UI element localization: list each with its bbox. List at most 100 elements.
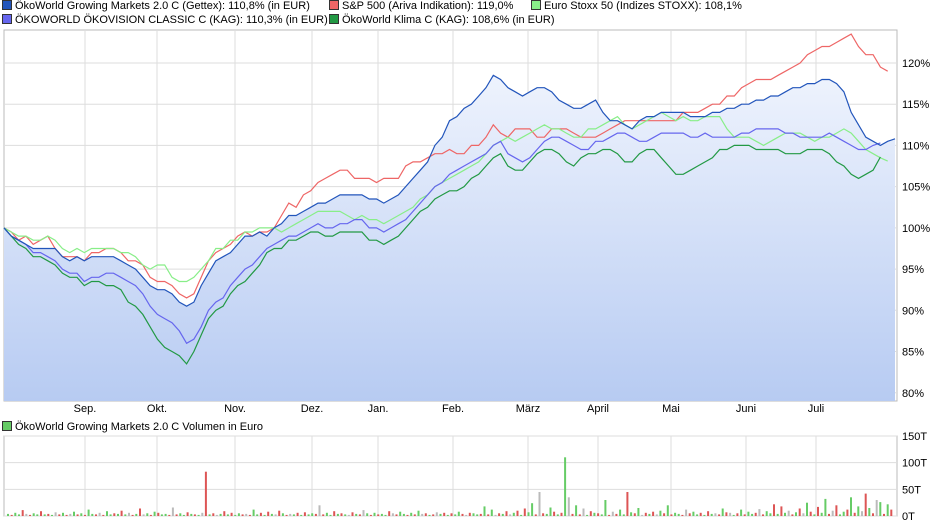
x-tick-label: Nov. bbox=[224, 403, 246, 415]
series-line bbox=[3, 74, 896, 307]
volume-bar bbox=[622, 514, 625, 516]
volume-bar bbox=[883, 513, 885, 516]
volume-bar bbox=[732, 514, 735, 516]
volume-bar bbox=[494, 514, 497, 516]
volume-bar bbox=[25, 513, 28, 516]
volume-bar bbox=[377, 514, 380, 516]
volume-bar bbox=[406, 514, 409, 516]
volume-bar bbox=[776, 513, 779, 516]
volume-bar bbox=[655, 514, 658, 516]
volume-bar bbox=[102, 514, 105, 516]
volume-bar bbox=[575, 505, 578, 516]
volume-bar bbox=[461, 513, 464, 516]
volume-bar bbox=[454, 514, 457, 516]
series-line bbox=[3, 144, 881, 365]
volume-bar bbox=[380, 513, 383, 516]
volume-bar bbox=[168, 514, 171, 516]
legend-swatch bbox=[2, 14, 12, 24]
volume-bar bbox=[450, 513, 453, 516]
volume-bar bbox=[80, 513, 83, 516]
volume-bar bbox=[714, 513, 717, 516]
volume-bar bbox=[472, 513, 475, 516]
volume-bar bbox=[828, 513, 830, 516]
volume-bar bbox=[608, 514, 611, 516]
volume-bar bbox=[666, 505, 669, 516]
volume-bar bbox=[212, 513, 215, 516]
volume-bar bbox=[556, 514, 559, 516]
volume-bar bbox=[73, 511, 75, 516]
volume-bar bbox=[58, 514, 61, 516]
volume-bar bbox=[171, 507, 174, 516]
volume-bar bbox=[245, 513, 248, 516]
volume-bar bbox=[106, 511, 108, 516]
volume-bar bbox=[465, 514, 468, 516]
volume-bar bbox=[175, 514, 178, 516]
volume-bar bbox=[443, 512, 446, 516]
volume-bar bbox=[762, 514, 764, 516]
volume-bar bbox=[740, 509, 743, 516]
x-tick-label: Jan. bbox=[368, 403, 389, 415]
x-tick-label: Dez. bbox=[301, 403, 324, 415]
volume-bar bbox=[725, 512, 728, 516]
volume-bar bbox=[487, 514, 490, 516]
volume-y-tick-label: 0T bbox=[902, 511, 915, 523]
volume-bar bbox=[274, 514, 277, 516]
volume-bar bbox=[153, 511, 156, 516]
volume-bar bbox=[681, 514, 684, 516]
volume-bar bbox=[256, 514, 259, 516]
volume-bar bbox=[435, 512, 438, 516]
volume-bar bbox=[355, 513, 358, 516]
volume-bar bbox=[424, 513, 427, 516]
volume-bar bbox=[633, 513, 636, 516]
volume-bar bbox=[857, 506, 860, 516]
volume-bar bbox=[347, 514, 350, 516]
volume-bar bbox=[307, 514, 310, 516]
volume-bar bbox=[670, 514, 673, 516]
volume-bar bbox=[545, 513, 548, 516]
volume-bar bbox=[314, 513, 317, 516]
volume-bar bbox=[688, 513, 691, 516]
x-tick-label: Sep. bbox=[74, 403, 97, 415]
volume-bar bbox=[428, 514, 431, 516]
volume-bar bbox=[523, 508, 526, 516]
volume-bar bbox=[501, 513, 504, 516]
volume-bar bbox=[204, 471, 207, 516]
x-tick-label: April bbox=[587, 403, 609, 415]
volume-bar bbox=[21, 510, 24, 516]
volume-plot-area bbox=[3, 435, 898, 517]
legend-swatch bbox=[2, 0, 12, 10]
chart-legend: ÖkoWorld Growing Markets 2.0 C (Gettex):… bbox=[0, 0, 940, 30]
volume-bar bbox=[281, 513, 284, 516]
volume-bar bbox=[95, 514, 97, 516]
volume-bar bbox=[131, 514, 134, 516]
x-tick-label: Feb. bbox=[442, 403, 464, 415]
volume-bar bbox=[531, 503, 534, 516]
volume-bar bbox=[230, 512, 233, 516]
legend-swatch bbox=[329, 0, 339, 10]
volume-bar bbox=[707, 511, 710, 516]
volume-bar bbox=[201, 512, 204, 516]
volume-bar bbox=[65, 514, 68, 516]
y-tick-label: 100% bbox=[902, 223, 930, 235]
volume-bar bbox=[344, 514, 347, 516]
volume-y-tick-label: 150T bbox=[902, 431, 927, 443]
volume-bar bbox=[692, 511, 695, 516]
volume-bar bbox=[538, 492, 541, 516]
volume-bar bbox=[853, 512, 856, 516]
volume-legend-label: ÖkoWorld Growing Markets 2.0 C Volumen i… bbox=[15, 421, 264, 433]
volume-bar bbox=[336, 513, 339, 516]
volume-bar bbox=[54, 512, 57, 516]
volume-bar bbox=[351, 512, 354, 516]
volume-bar bbox=[553, 511, 556, 516]
volume-bar bbox=[322, 514, 325, 516]
volume-bar bbox=[219, 513, 222, 516]
legend-label: ÖkoWorld Growing Markets 2.0 C (Gettex):… bbox=[15, 0, 310, 12]
volume-bar bbox=[542, 513, 545, 516]
volume-bar bbox=[879, 502, 882, 516]
volume-bar bbox=[615, 513, 618, 516]
volume-bar bbox=[773, 504, 775, 516]
x-tick-label: Juli bbox=[808, 403, 825, 415]
volume-bar bbox=[809, 511, 812, 516]
x-tick-label: März bbox=[516, 403, 540, 415]
volume-bar bbox=[780, 506, 783, 516]
